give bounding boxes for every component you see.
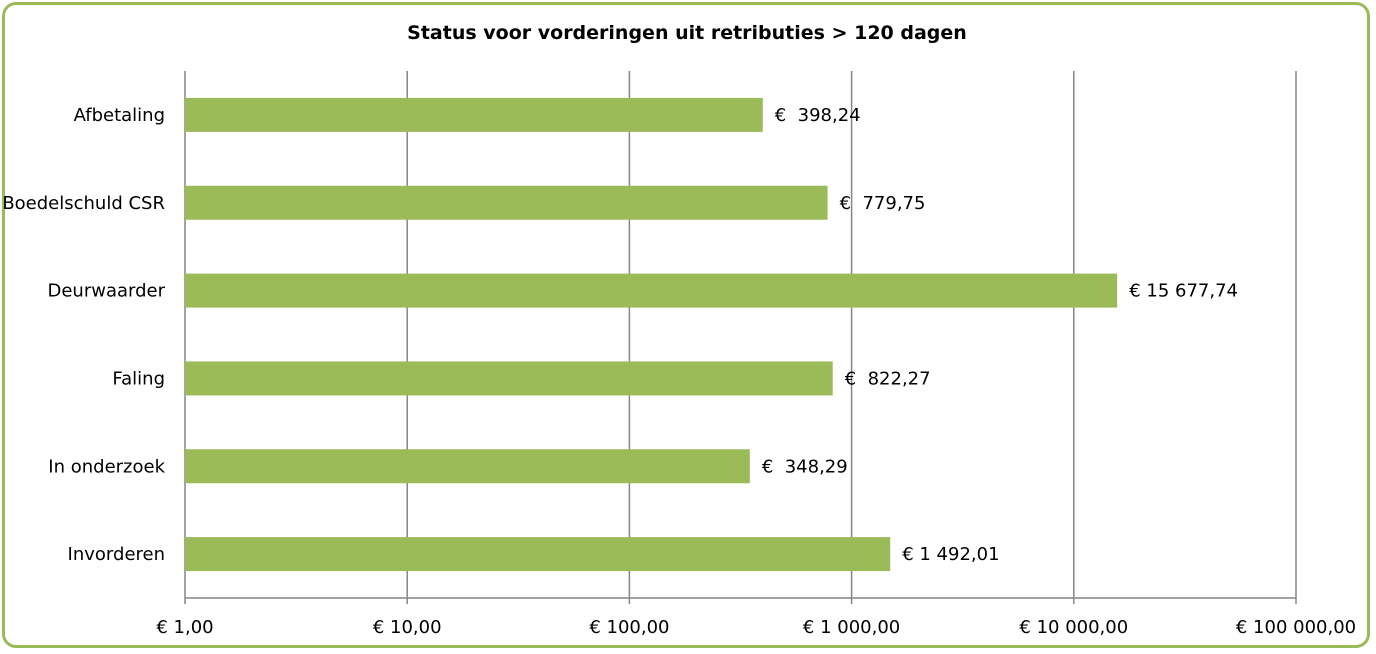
- category-label-3: Faling: [112, 368, 165, 389]
- bar-5: [185, 537, 891, 572]
- bar-0: [185, 97, 763, 132]
- bar-1: [185, 185, 828, 220]
- bar-4: [185, 449, 750, 484]
- category-label-2: Deurwaarder: [47, 281, 165, 302]
- tick-label-3: € 1 000,00: [803, 617, 900, 638]
- category-labels: Afbetaling Boedelschuld CSR Deurwaarder Fal…: [2, 105, 165, 565]
- data-label-5: € 1 492,01: [902, 544, 999, 565]
- data-label-0: € 398,24: [775, 105, 861, 126]
- data-label-3: € 822,27: [845, 368, 931, 389]
- chart-title: Status voor vorderingen uit retributies …: [407, 22, 967, 44]
- tick-label-4: € 10 000,00: [1019, 617, 1128, 638]
- tick-label-0: € 1,00: [156, 617, 213, 638]
- tick-label-5: € 100 000,00: [1236, 617, 1356, 638]
- data-label-2: € 15 677,74: [1129, 281, 1238, 302]
- tick-labels: € 1,00 € 10,00 € 100,00 € 1 000,00 € 10 000,…: [156, 617, 1356, 638]
- bar-2: [185, 273, 1118, 308]
- data-label-4: € 348,29: [762, 456, 848, 477]
- category-label-1: Boedelschuld CSR: [2, 193, 165, 214]
- data-label-1: € 779,75: [840, 193, 926, 214]
- bars: [185, 97, 1118, 572]
- gridlines: [184, 71, 1297, 604]
- tick-label-2: € 100,00: [589, 617, 669, 638]
- data-labels: € 398,24 € 779,75 € 15 677,74 € 822,27 € 348…: [762, 105, 1238, 565]
- category-label-0: Afbetaling: [74, 105, 165, 126]
- category-label-4: In onderzoek: [48, 456, 165, 477]
- bar-3: [185, 361, 833, 396]
- tick-label-1: € 10,00: [373, 617, 442, 638]
- category-label-5: Invorderen: [68, 544, 165, 565]
